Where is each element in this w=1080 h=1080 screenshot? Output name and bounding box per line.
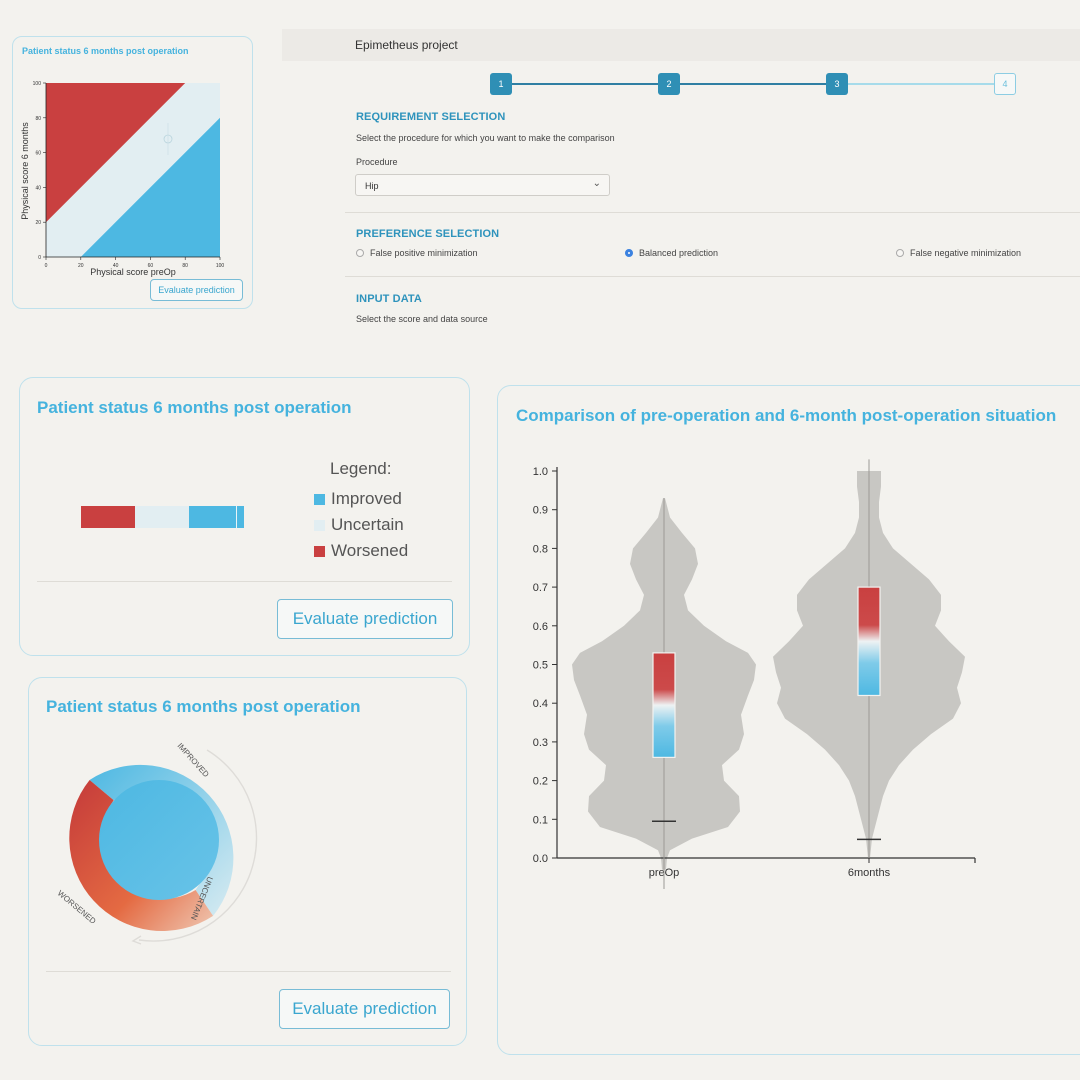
radio-false-positive[interactable]: False positive minimization [356,248,478,258]
region-plot-ylabel: Physical score 6 months [20,122,30,220]
app-header: Epimetheus project [282,29,1080,61]
procedure-select[interactable]: Hip ⌄ [355,174,610,196]
y-tick-label: 40 [35,185,41,191]
procedure-value: Hip [365,181,379,191]
step-2[interactable]: 2 [658,73,680,95]
legend-evaluate-button[interactable]: Evaluate prediction [277,599,453,639]
step-3[interactable]: 3 [826,73,848,95]
input-description: Select the score and data source [356,314,488,324]
y-tick-label: 100 [33,81,42,87]
small-evaluate-button[interactable]: Evaluate prediction [150,279,243,301]
step-1[interactable]: 1 [490,73,512,95]
legend-swatch [314,545,325,557]
radio-label: False negative minimization [910,248,1022,258]
bar-segment-improved [189,506,244,528]
x-tick-label: 40 [113,263,119,269]
radio-icon[interactable] [356,249,364,257]
legend-label: Improved [331,489,402,508]
donut-card-title: Patient status 6 months post operation [46,697,361,716]
y-tick-label: 60 [35,151,41,157]
donut-outer-arc [138,749,258,942]
legend-improved: Improved [314,489,402,509]
legend-worsened: Worsened [314,541,408,561]
radio-selected-icon[interactable] [625,249,633,257]
x-tick-label: 60 [148,263,154,269]
donut-evaluate-button[interactable]: Evaluate prediction [279,989,450,1029]
stepper-line-3 [848,83,994,85]
legend-swatch [314,493,325,505]
legend-card-divider [37,581,452,582]
x-tick-label: 0 [45,263,48,269]
donut-card-divider [46,971,451,972]
requirement-description: Select the procedure for which you want … [356,133,615,143]
violin-card-title: Comparison of pre-operation and 6-month … [516,406,1057,425]
x-tick-label: 100 [216,263,225,269]
legend-title: Legend: [330,459,392,478]
violin-card: Comparison of pre-operation and 6-month … [497,385,1080,1055]
small-status-card: Patient status 6 months post operation 0… [12,36,253,309]
legend-card-title: Patient status 6 months post operation [37,398,352,417]
input-title: INPUT DATA [356,293,422,305]
section-divider-1 [345,212,1080,213]
y-tick-label: 0 [38,255,41,261]
x-tick-label: 20 [78,263,84,269]
y-tick-label: 20 [35,220,41,226]
donut-center [99,780,219,900]
radio-balanced[interactable]: Balanced prediction [625,248,718,258]
bar-segment-worsened [81,506,135,528]
radio-label: False positive minimization [370,248,478,258]
donut-segment-worsened [69,780,214,932]
bar-segment-uncertain [135,506,189,528]
status-donut: IMPROVED UNCERTAIN WORSENED [56,741,258,945]
radio-label: Balanced prediction [639,248,719,258]
legend-swatch [314,519,325,531]
legend-uncertain: Uncertain [314,515,404,535]
stepper-line-1 [512,83,658,85]
x-tick-label: 80 [182,263,188,269]
donut-status-card: Patient status 6 months post operation I… [28,677,467,1046]
procedure-label: Procedure [356,157,398,167]
stepper-line-2 [680,83,826,85]
region-plot-xlabel: Physical score preOp [90,267,176,277]
requirement-title: REQUIREMENT SELECTION [356,111,506,123]
chevron-down-icon: ⌄ [592,178,601,189]
preference-title: PREFERENCE SELECTION [356,228,500,240]
region-plot: 00 20 20 40 40 60 60 80 80 100 100 Physical score … [20,81,225,277]
app-title: Epimetheus project [355,38,458,52]
small-card-title: Patient status 6 months post operation [22,46,189,56]
y-tick-label: 80 [35,116,41,122]
stacked-status-bar [81,506,244,528]
radio-false-negative[interactable]: False negative minimization [896,248,1021,258]
legend-label: Uncertain [331,515,404,534]
legend-status-card: Patient status 6 months post operation L… [19,377,470,656]
bar-marker [236,506,237,528]
legend-label: Worsened [331,541,409,560]
donut-label-improved: IMPROVED [176,741,211,779]
section-divider-2 [345,276,1080,277]
radio-icon[interactable] [896,249,904,257]
step-4[interactable]: 4 [994,73,1016,95]
